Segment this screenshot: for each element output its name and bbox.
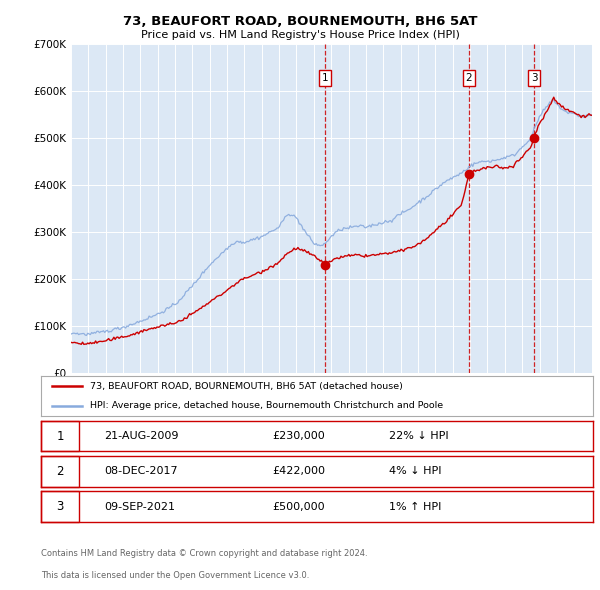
Text: 1% ↑ HPI: 1% ↑ HPI bbox=[389, 502, 441, 512]
Bar bbox=[41, 456, 79, 487]
Text: HPI: Average price, detached house, Bournemouth Christchurch and Poole: HPI: Average price, detached house, Bour… bbox=[91, 401, 443, 410]
Text: 1: 1 bbox=[322, 73, 328, 83]
Bar bbox=[41, 421, 79, 451]
Text: £230,000: £230,000 bbox=[272, 431, 325, 441]
Text: 3: 3 bbox=[56, 500, 64, 513]
Text: 4% ↓ HPI: 4% ↓ HPI bbox=[389, 467, 441, 476]
Text: 73, BEAUFORT ROAD, BOURNEMOUTH, BH6 5AT: 73, BEAUFORT ROAD, BOURNEMOUTH, BH6 5AT bbox=[123, 15, 477, 28]
Text: Contains HM Land Registry data © Crown copyright and database right 2024.: Contains HM Land Registry data © Crown c… bbox=[41, 549, 367, 558]
Text: This data is licensed under the Open Government Licence v3.0.: This data is licensed under the Open Gov… bbox=[41, 571, 309, 580]
Text: 2: 2 bbox=[466, 73, 472, 83]
Text: 3: 3 bbox=[531, 73, 538, 83]
Text: 21-AUG-2009: 21-AUG-2009 bbox=[104, 431, 179, 441]
Text: 73, BEAUFORT ROAD, BOURNEMOUTH, BH6 5AT (detached house): 73, BEAUFORT ROAD, BOURNEMOUTH, BH6 5AT … bbox=[91, 382, 403, 391]
Bar bbox=[41, 491, 79, 522]
Text: 2: 2 bbox=[56, 465, 64, 478]
Text: 09-SEP-2021: 09-SEP-2021 bbox=[104, 502, 175, 512]
Text: £500,000: £500,000 bbox=[272, 502, 325, 512]
Text: £422,000: £422,000 bbox=[272, 467, 326, 476]
Text: 1: 1 bbox=[56, 430, 64, 442]
Text: 22% ↓ HPI: 22% ↓ HPI bbox=[389, 431, 448, 441]
Text: Price paid vs. HM Land Registry's House Price Index (HPI): Price paid vs. HM Land Registry's House … bbox=[140, 30, 460, 40]
Text: 08-DEC-2017: 08-DEC-2017 bbox=[104, 467, 178, 476]
